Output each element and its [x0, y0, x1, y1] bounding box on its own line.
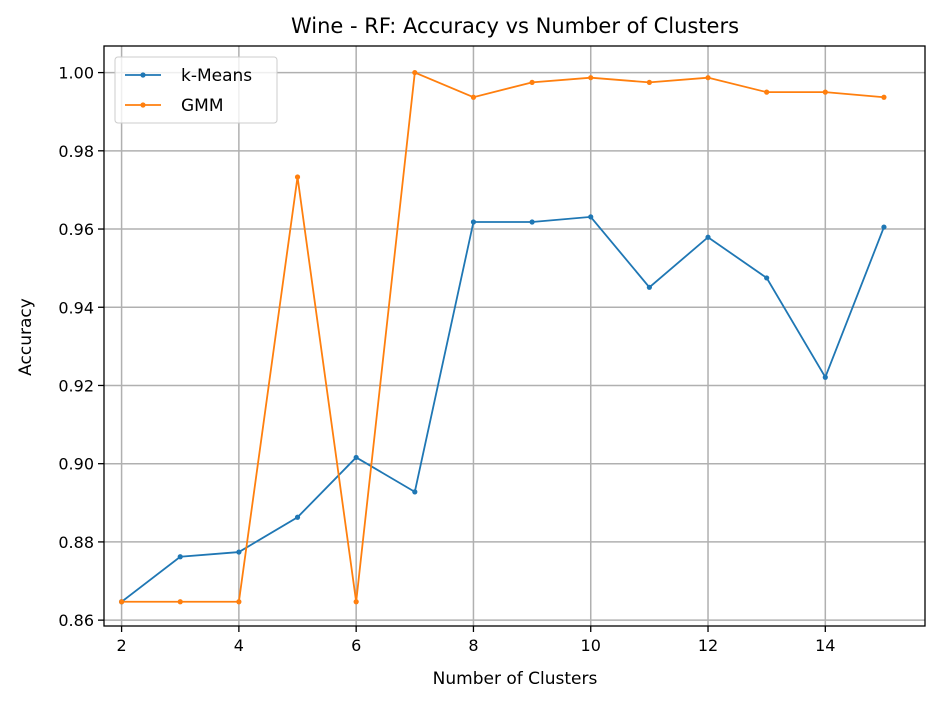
x-tick-label: 10 — [581, 636, 601, 655]
data-point — [588, 214, 594, 220]
data-point — [705, 234, 711, 240]
data-point — [177, 599, 183, 605]
data-point — [529, 219, 535, 225]
legend: k-Means GMM — [114, 56, 278, 124]
series-line — [121, 215, 885, 603]
data-point — [588, 75, 594, 81]
grid-lines — [104, 46, 925, 626]
legend-swatch-marker — [140, 72, 146, 78]
x-tick-label: 12 — [698, 636, 718, 655]
data-point — [118, 599, 125, 605]
data-point — [412, 489, 418, 495]
y-tick-label: 1.00 — [58, 64, 94, 83]
legend-entry-label: GMM — [181, 96, 224, 116]
data-point — [412, 69, 418, 76]
legend-entry-label: k-Means — [181, 66, 252, 86]
y-tick-label: 0.92 — [58, 376, 94, 395]
data-point — [646, 79, 652, 85]
chart-title: Wine - RF: Accuracy vs Number of Cluster… — [291, 14, 739, 38]
data-point — [236, 549, 242, 555]
data-point — [822, 374, 828, 380]
y-tick-label: 0.96 — [58, 220, 94, 239]
legend-swatch-marker — [140, 102, 146, 108]
data-point — [881, 224, 887, 230]
x-tick-label: 8 — [468, 636, 478, 655]
series-layer — [118, 69, 887, 605]
data-point — [646, 284, 652, 290]
y-tick-label: 0.86 — [58, 611, 94, 630]
x-tick-label: 2 — [116, 636, 126, 655]
y-tick-label: 0.94 — [58, 298, 94, 317]
data-point — [764, 89, 770, 95]
data-point — [470, 219, 477, 225]
data-point — [470, 94, 477, 100]
x-tick-label: 14 — [815, 636, 835, 655]
data-point — [764, 275, 770, 281]
y-tick-label: 0.88 — [58, 533, 94, 552]
y-tick-label: 0.90 — [58, 455, 94, 474]
x-tick-label: 6 — [351, 636, 361, 655]
series-line — [121, 71, 885, 603]
plot-frame — [103, 45, 926, 627]
legend-box — [114, 56, 278, 124]
data-point — [353, 454, 359, 461]
data-point — [822, 89, 828, 95]
x-tick-label: 4 — [234, 636, 244, 655]
data-point — [353, 599, 359, 605]
data-point — [529, 79, 535, 85]
y-axis-label: Accuracy — [16, 298, 36, 376]
y-tick-label: 0.98 — [58, 142, 94, 161]
data-point — [294, 514, 301, 520]
data-point — [177, 554, 183, 560]
x-axis-label: Number of Clusters — [433, 669, 598, 689]
data-point — [294, 174, 301, 180]
data-point — [705, 75, 711, 81]
data-point — [881, 94, 887, 100]
axis-ticks: 2 4 6 8 10 12 14 0.86 0.88 0.90 0.92 0.94 0.96 0.98 1.… — [58, 64, 835, 655]
data-point — [236, 599, 242, 605]
